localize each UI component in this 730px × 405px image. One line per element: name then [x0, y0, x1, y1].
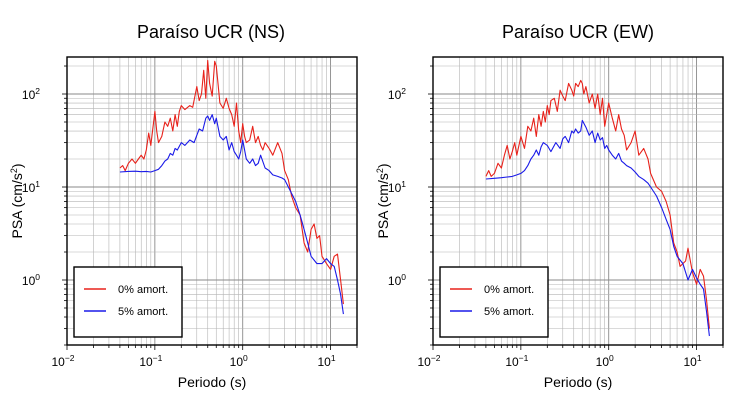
x-tick-label: 101 [318, 353, 336, 369]
x-tick-label: 101 [684, 353, 702, 369]
axis-ticks [62, 65, 358, 350]
legend: 0% amort. 5% amort. [439, 266, 549, 338]
x-tick-label-base: 10 [417, 355, 431, 369]
plot-frame [66, 56, 358, 346]
y-axis-label-sup: 2 [375, 168, 385, 173]
y-axis-label-text: PSA (cm/s [375, 173, 391, 238]
x-tick-label-exp: −1 [153, 353, 163, 363]
x-tick-label-exp: 1 [697, 353, 702, 363]
y-tick-label-base: 10 [388, 88, 402, 102]
x-tick-label: 100 [596, 353, 614, 369]
y-tick-label-exp: 2 [35, 86, 40, 96]
legend-label-0: 0% amort. [118, 284, 168, 296]
y-tick-label-base: 10 [22, 274, 36, 288]
x-tick-label-exp: 0 [243, 353, 248, 363]
y-tick-label: 100 [22, 272, 40, 288]
axis-ticks [428, 65, 724, 350]
x-tick-label-base: 10 [684, 355, 698, 369]
legend-label-0: 0% amort. [484, 284, 534, 296]
y-tick-label-exp: 0 [401, 272, 406, 282]
x-axis-label: Periodo (s) [544, 374, 612, 390]
legend: 0% amort. 5% amort. [73, 266, 183, 338]
x-axis-label: Periodo (s) [178, 374, 246, 390]
y-axis-label-close: ) [375, 163, 391, 168]
y-axis-label: PSA (cm/s2) [9, 163, 25, 238]
x-tick-label-base: 10 [139, 355, 153, 369]
x-tick-label-exp: −2 [431, 353, 441, 363]
x-tick-label: 10−2 [417, 353, 440, 369]
x-tick-label-base: 10 [230, 355, 244, 369]
y-tick-label-base: 10 [22, 88, 36, 102]
y-axis-label-text: PSA (cm/s [9, 173, 25, 238]
legend-label-1: 5% amort. [484, 306, 534, 318]
y-tick-label: 101 [22, 179, 40, 195]
y-axis-label: PSA (cm/s2) [375, 163, 391, 238]
chart-title: Paraíso UCR (NS) [137, 22, 285, 42]
x-tick-label: 10−1 [139, 353, 162, 369]
x-tick-label-exp: 1 [331, 353, 336, 363]
plot-frame [432, 56, 724, 346]
x-tick-label-base: 10 [596, 355, 610, 369]
series-line-0 [119, 59, 344, 305]
legend-box [439, 266, 549, 338]
y-tick-label: 102 [22, 86, 40, 102]
y-tick-label-exp: 2 [401, 86, 406, 96]
y-tick-label-base: 10 [388, 181, 402, 195]
legend-label-1: 5% amort. [118, 306, 168, 318]
y-axis-label-sup: 2 [9, 168, 19, 173]
x-tick-label-exp: −1 [519, 353, 529, 363]
x-tick-label: 100 [230, 353, 248, 369]
chart-title: Paraíso UCR (EW) [502, 22, 654, 42]
y-tick-label-exp: 1 [35, 179, 40, 189]
x-tick-label: 10−1 [505, 353, 528, 369]
series-line-0 [485, 79, 710, 329]
y-tick-label-base: 10 [22, 181, 36, 195]
series-line-1 [119, 114, 344, 315]
x-tick-label-base: 10 [51, 355, 65, 369]
y-axis-label-close: ) [9, 163, 25, 168]
series-line-1 [485, 119, 710, 337]
x-tick-label: 10−2 [51, 353, 74, 369]
y-tick-label-exp: 1 [401, 179, 406, 189]
y-tick-label: 102 [388, 86, 406, 102]
x-tick-label-base: 10 [318, 355, 332, 369]
x-tick-label-exp: 0 [609, 353, 614, 363]
x-tick-label-base: 10 [505, 355, 519, 369]
y-tick-label: 100 [388, 272, 406, 288]
legend-box [73, 266, 183, 338]
y-tick-label: 101 [388, 179, 406, 195]
y-tick-label-exp: 0 [35, 272, 40, 282]
grid-lines [432, 57, 724, 346]
y-tick-label-base: 10 [388, 274, 402, 288]
grid-lines [66, 57, 358, 346]
x-tick-label-exp: −2 [65, 353, 75, 363]
